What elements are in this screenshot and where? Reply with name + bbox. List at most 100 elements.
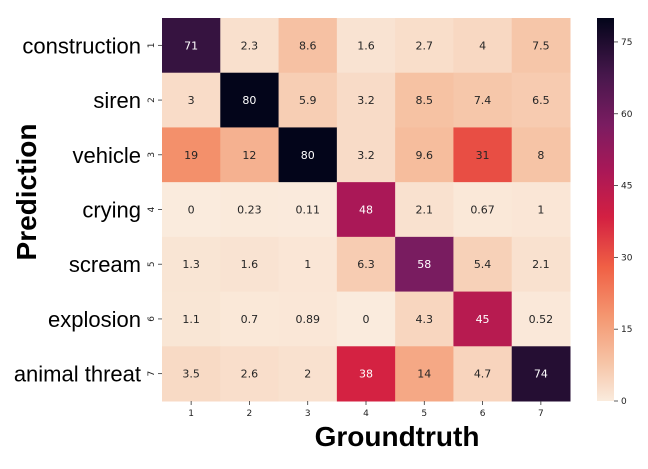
cell-value-r7-c5: 14	[417, 368, 431, 381]
cell-value-r2-c1: 3	[188, 94, 195, 107]
cell-value-r2-c7: 6.5	[532, 94, 550, 107]
heatmap-cell-r5-c6	[453, 236, 513, 293]
heatmap-cell-r7-c6	[453, 346, 513, 402]
heatmap-cell-r2-c5	[395, 72, 454, 128]
heatmap-cell-r2-c4	[336, 72, 396, 128]
colorbar-tick-label-75: 75	[621, 38, 632, 48]
colorbar-tick-label-0: 0	[621, 397, 627, 407]
x-tick-label-1: 1	[188, 409, 194, 419]
y-axis-title: Prediction	[11, 124, 42, 261]
colorbar-ticks: 0 15 30 45 60 75	[614, 38, 633, 407]
cell-value-r5-c6: 5.4	[474, 258, 492, 271]
cell-value-r4-c4: 48	[359, 204, 373, 217]
heatmap-cell-r6-c4	[336, 291, 396, 347]
cell-value-r4-c7: 1	[537, 204, 544, 217]
heatmap-cell-r4-c1	[162, 182, 221, 238]
heatmap-cell-r1-c3	[278, 18, 338, 74]
x-tick-label-2: 2	[247, 409, 253, 419]
heatmap-cell-r4-c7	[511, 182, 571, 238]
cell-value-r5-c4: 6.3	[357, 258, 375, 271]
heatmap-cell-r4-c2	[220, 182, 280, 238]
cell-value-r7-c1: 3.5	[182, 368, 200, 381]
cell-value-r6-c5: 4.3	[416, 313, 434, 326]
row-name-label: scream	[69, 252, 141, 277]
heatmap-cell-r6-c7	[511, 291, 571, 347]
colorbar-tick-label-60: 60	[621, 110, 633, 120]
x-axis-ticks: 1 2 3 4 5 6 7	[188, 401, 544, 419]
cell-value-r3-c3: 80	[301, 149, 315, 162]
heatmap-cell-r4-c6	[453, 182, 513, 238]
heatmap-cell-r4-c4	[336, 182, 396, 238]
y-tick-label-5: 5	[147, 261, 157, 267]
cell-value-r5-c2: 1.6	[241, 258, 259, 271]
cell-value-r3-c5: 9.6	[416, 149, 434, 162]
heatmap-cells: 71 2.3 8.6 1.6 2.7 4 7.53 80 5.9 3.2 8.5 7.4 6.519 12…	[162, 18, 571, 402]
x-tick-label-6: 6	[480, 409, 486, 419]
cell-value-r7-c3: 2	[304, 368, 311, 381]
heatmap-cell-r2-c7	[511, 72, 571, 128]
cell-value-r7-c7: 74	[534, 368, 548, 381]
cell-value-r7-c4: 38	[359, 368, 373, 381]
heatmap-cell-r6-c5	[395, 291, 454, 347]
heatmap-cell-r2-c2	[220, 72, 280, 128]
heatmap-cell-r1-c4	[336, 18, 396, 74]
heatmap-cell-r2-c3	[278, 72, 338, 128]
heatmap-cell-r3-c3	[278, 127, 338, 183]
row-name-label: siren	[93, 88, 141, 113]
cell-value-r4-c2: 0.23	[237, 204, 262, 217]
heatmap-cell-r1-c1	[162, 18, 221, 74]
heatmap-cell-r6-c1	[162, 291, 221, 347]
heatmap-cell-r5-c4	[336, 236, 396, 293]
y-axis-ticks: 1 2 3 4 5 6 7	[147, 42, 162, 377]
cell-value-r1-c4: 1.6	[357, 39, 375, 52]
cell-value-r2-c3: 5.9	[299, 94, 317, 107]
colorbar-tick-label-30: 30	[621, 253, 633, 263]
heatmap-cell-r7-c1	[162, 346, 221, 402]
cell-value-r5-c5: 58	[417, 258, 431, 271]
heatmap-cell-r2-c1	[162, 72, 221, 128]
cell-value-r6-c1: 1.1	[182, 313, 200, 326]
heatmap-cell-r5-c2	[220, 236, 280, 293]
cell-value-r2-c2: 80	[242, 94, 256, 107]
heatmap-cell-r3-c6	[453, 127, 513, 183]
cell-value-r2-c4: 3.2	[357, 94, 375, 107]
heatmap-cell-r3-c2	[220, 127, 280, 183]
heatmap-cell-r2-c6	[453, 72, 513, 128]
cell-value-r6-c2: 0.7	[241, 313, 259, 326]
heatmap-cell-r7-c4	[336, 346, 396, 402]
x-axis-title: Groundtruth	[315, 421, 480, 452]
cell-value-r5-c3: 1	[304, 258, 311, 271]
x-tick-label-3: 3	[305, 409, 311, 419]
y-tick-label-6: 6	[147, 316, 157, 322]
cell-value-r4-c3: 0.11	[295, 204, 320, 217]
cell-value-r6-c4: 0	[363, 313, 370, 326]
y-tick-label-7: 7	[147, 371, 157, 377]
cell-value-r1-c3: 8.6	[299, 39, 317, 52]
cell-value-r3-c1: 19	[184, 149, 198, 162]
x-tick-label-4: 4	[363, 409, 369, 419]
heatmap-cell-r5-c7	[511, 236, 571, 293]
cell-value-r1-c7: 7.5	[532, 39, 550, 52]
cell-value-r2-c5: 8.5	[416, 94, 434, 107]
heatmap-cell-r1-c5	[395, 18, 454, 74]
x-tick-label-5: 5	[421, 409, 427, 419]
cell-value-r7-c2: 2.6	[241, 368, 259, 381]
row-name-label: crying	[82, 198, 141, 223]
cell-value-r6-c3: 0.89	[295, 313, 320, 326]
cell-value-r3-c2: 12	[242, 149, 256, 162]
y-tick-label-3: 3	[147, 152, 157, 158]
heatmap-cell-r7-c7	[511, 346, 571, 402]
cell-value-r5-c1: 1.3	[182, 258, 200, 271]
cell-value-r5-c7: 2.1	[532, 258, 550, 271]
heatmap-cell-r5-c1	[162, 236, 221, 293]
cell-value-r1-c5: 2.7	[416, 39, 434, 52]
cell-value-r1-c2: 2.3	[241, 39, 259, 52]
heatmap-cell-r1-c7	[511, 18, 571, 74]
row-name-label: vehicle	[73, 143, 141, 168]
x-tick-label-7: 7	[538, 409, 544, 419]
row-name-labels: construction siren vehicle crying scream expl…	[14, 33, 141, 386]
cell-value-r3-c7: 8	[537, 149, 544, 162]
heatmap-cell-r4-c3	[278, 182, 338, 238]
